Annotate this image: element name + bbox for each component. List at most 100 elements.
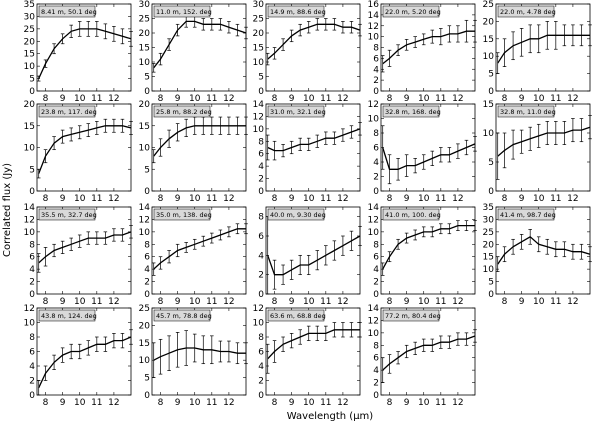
panel-label-box — [267, 105, 325, 118]
x-tick-label: 11 — [91, 94, 102, 104]
panel: 0 2 4 6 8 10 12 14 8 9 10 11 12 41.0 m, 100. deg — [368, 203, 477, 307]
y-tick-label: 6 — [29, 253, 35, 263]
panel-label: 45.7 m, 78.8 deg — [156, 312, 212, 320]
x-tick-label: 9 — [519, 297, 525, 307]
panel-label-box — [382, 5, 440, 18]
y-tick-label: 16 — [368, 0, 380, 10]
y-tick-label: 6 — [29, 348, 35, 358]
panel-label: 77.2 m, 80.4 deg — [385, 312, 441, 320]
series-line — [497, 34, 590, 64]
x-tick-label: 8 — [43, 94, 49, 104]
y-tick-label: 10 — [139, 356, 151, 366]
y-tick-label: 2 — [144, 278, 150, 288]
y-tick-label: 4 — [29, 265, 35, 275]
y-tick-label: 0 — [258, 391, 264, 401]
y-tick-label: 0 — [29, 391, 35, 401]
y-tick-label: 10 — [253, 58, 265, 68]
panel: 0 5 10 15 8 9 10 11 12 32.8 m, 11.0 deg — [483, 100, 592, 204]
panel-label: 22.0 m, 4.78 deg — [500, 8, 556, 16]
y-tick-label: 4 — [258, 162, 264, 172]
x-tick-label: 9 — [404, 297, 410, 307]
y-tick-label: 8 — [373, 44, 379, 54]
y-tick-label: 12 — [139, 215, 150, 225]
panel: 0 2 4 6 8 10 12 14 8 9 10 11 12 31.0 m, 32.1 deg — [253, 100, 362, 204]
y-tick-label: 0 — [258, 87, 264, 97]
y-tick-label: 0 — [373, 391, 379, 401]
x-tick-label: 10 — [303, 398, 315, 408]
x-tick-label: 12 — [337, 194, 348, 204]
panel-label: 32.8 m, 11.0 deg — [500, 108, 556, 116]
x-tick-label: 10 — [303, 297, 315, 307]
panel: 0 5 10 15 20 25 30 35 8 9 10 11 12 41.4 m, 98.7 deg — [483, 203, 592, 307]
y-tick-label: 20 — [483, 240, 495, 250]
x-tick-label: 12 — [567, 297, 578, 307]
panel-label-box — [38, 5, 96, 18]
x-tick-label: 12 — [452, 194, 463, 204]
x-tick-label: 10 — [418, 398, 430, 408]
y-tick-label: 4 — [258, 362, 264, 372]
x-tick-label: 8 — [387, 194, 393, 204]
x-tick-label: 11 — [320, 398, 331, 408]
x-tick-label: 12 — [452, 297, 463, 307]
x-tick-label: 11 — [91, 194, 102, 204]
y-tick-label: 12 — [368, 316, 379, 326]
panel: 0 5 10 15 20 25 8 9 10 11 12 22.0 m, 4.78 deg — [483, 0, 592, 104]
x-tick-label: 11 — [206, 194, 217, 204]
series-line — [267, 128, 361, 152]
panel-label: 22.0 m, 5.20 deg — [385, 8, 441, 16]
x-tick-label: 9 — [519, 194, 525, 204]
x-tick-label: 10 — [533, 297, 545, 307]
y-tick-label: 6 — [373, 354, 379, 364]
x-tick-label: 10 — [303, 194, 315, 204]
x-tick-label: 11 — [91, 398, 102, 408]
x-tick-label: 10 — [74, 398, 86, 408]
y-tick-label: 5 — [144, 73, 150, 83]
panel-label-box — [267, 309, 325, 322]
series-line — [382, 335, 476, 371]
panel-label: 41.0 m, 100. deg — [385, 211, 441, 219]
series-line — [153, 347, 246, 361]
x-tick-label: 9 — [175, 194, 181, 204]
panel-label-box — [497, 208, 555, 221]
panel-frame — [495, 206, 591, 295]
y-tick-label: 15 — [483, 253, 494, 263]
panel-label-box — [38, 208, 96, 221]
panel-label: 40.0 m, 9.30 deg — [270, 211, 326, 219]
x-tick-label: 9 — [404, 194, 410, 204]
y-tick-label: 12 — [368, 100, 379, 110]
y-tick-label: 0 — [488, 290, 494, 300]
y-tick-label: 12 — [24, 215, 35, 225]
series-line — [153, 20, 247, 69]
y-tick-label: 12 — [253, 112, 264, 122]
x-tick-label: 10 — [189, 94, 201, 104]
y-tick-label: 15 — [483, 35, 494, 45]
panel-label: 35.0 m, 138. deg — [156, 211, 212, 219]
y-tick-label: 8 — [258, 137, 264, 147]
panel-frame — [36, 103, 132, 192]
panel-label-box — [497, 105, 555, 118]
y-tick-label: 30 — [483, 215, 495, 225]
y-tick-label: 6 — [373, 54, 379, 64]
x-tick-label: 11 — [435, 94, 446, 104]
y-tick-label: 5 — [488, 158, 494, 168]
y-tick-label: 20 — [139, 29, 151, 39]
x-tick-label: 11 — [206, 398, 217, 408]
x-tick-label: 12 — [108, 94, 119, 104]
y-tick-label: 10 — [24, 228, 36, 238]
y-tick-label: 10 — [139, 144, 151, 154]
x-tick-label: 12 — [223, 398, 234, 408]
x-tick-label: 9 — [175, 297, 181, 307]
x-tick-label: 10 — [189, 194, 201, 204]
x-tick-label: 12 — [223, 297, 234, 307]
y-tick-label: 0 — [29, 87, 35, 97]
panel-frame — [36, 206, 132, 295]
x-tick-label: 10 — [418, 94, 430, 104]
y-tick-label: 30 — [24, 12, 36, 22]
series-line — [38, 125, 132, 174]
x-tick-label: 11 — [550, 297, 561, 307]
y-tick-label: 20 — [253, 29, 265, 39]
x-tick-label: 12 — [223, 94, 234, 104]
series-line — [497, 236, 591, 265]
x-tick-label: 12 — [337, 94, 348, 104]
